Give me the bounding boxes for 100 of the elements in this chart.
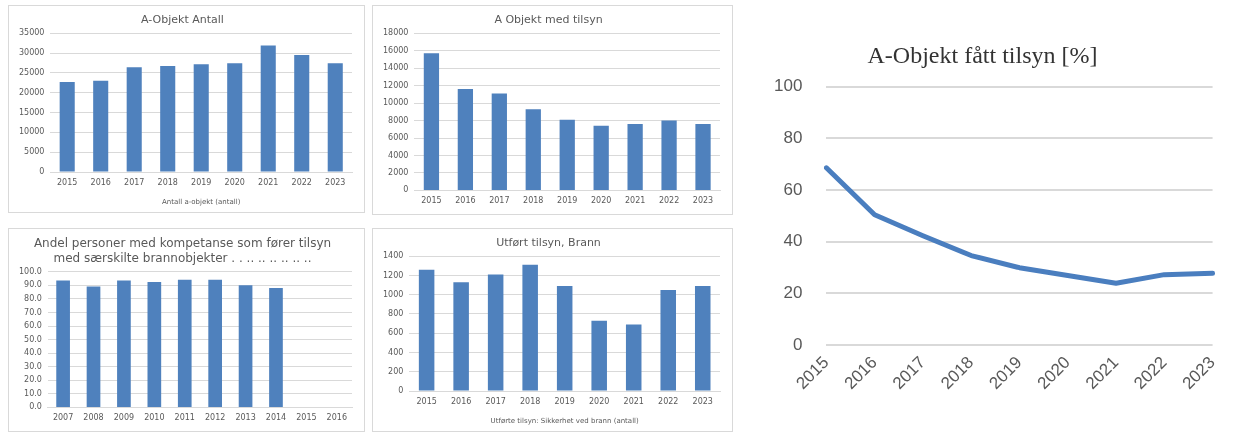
bar	[327, 63, 343, 172]
y-tick-label: 1200	[383, 270, 404, 280]
y-tick-label: 1000	[383, 289, 404, 299]
y-tick-label: 0	[792, 334, 803, 354]
x-tick-label: 2020	[589, 396, 610, 406]
chart-title: A-Objekt Antall	[141, 13, 224, 27]
x-tick-label: 2023	[325, 177, 346, 187]
y-tick-label: 6000	[388, 133, 409, 143]
y-tick-label: 40.0	[24, 348, 42, 358]
y-tick-label: 0	[403, 185, 409, 195]
bar	[418, 269, 435, 391]
chart-title: Utført tilsyn, Brann	[496, 236, 601, 250]
x-tick-label: 2021	[258, 177, 279, 187]
bar	[525, 109, 541, 190]
y-tick-label: 5000	[24, 147, 45, 157]
bar	[423, 53, 440, 190]
bar	[294, 55, 310, 172]
bar	[457, 89, 474, 190]
y-tick-label: 400	[388, 347, 404, 357]
y-tick-label: 14000	[383, 63, 409, 73]
x-tick-label: 2023	[692, 196, 714, 206]
bar	[487, 274, 504, 391]
chart-title: A-Objekt fått tilsyn [%]	[867, 41, 1098, 68]
x-tick-label: 2019	[554, 396, 575, 406]
chart-title: Andel personer med kompetanse som fører tilsyn med særskilte brannobjekter . . .. .. .. .. .. ..	[33, 236, 332, 265]
x-tick-label: 2015	[57, 177, 78, 187]
bar	[661, 120, 677, 190]
bar	[193, 64, 209, 172]
bar	[126, 67, 142, 172]
x-tick-label: 2017	[489, 196, 510, 206]
y-tick-label: 80	[783, 128, 803, 148]
y-tick-label: 8000	[388, 115, 409, 125]
y-tick-label: 100	[773, 76, 803, 96]
x-tick-label: 2018	[157, 177, 178, 187]
bar	[453, 282, 469, 391]
y-tick-label: 10000	[383, 98, 409, 108]
x-tick-label: 2014	[265, 413, 287, 423]
y-tick-label: 200	[388, 366, 404, 376]
x-tick-label: 2019	[191, 177, 212, 187]
y-tick-label: 70.0	[24, 307, 42, 317]
bar	[260, 45, 276, 172]
y-tick-label: 25000	[19, 67, 45, 77]
bar	[93, 80, 109, 172]
y-tick-label: 16000	[383, 45, 409, 55]
x-tick-label: 2016	[450, 396, 472, 406]
y-tick-label: 10000	[19, 127, 45, 137]
x-tick-label: 2013	[235, 413, 256, 423]
bar	[593, 125, 609, 190]
y-tick-label: 2000	[388, 168, 409, 178]
chart-title: A Objekt med tilsyn	[494, 13, 603, 27]
y-tick-label: 0.0	[29, 402, 42, 412]
y-tick-label: 15000	[19, 107, 45, 117]
x-tick-label: 2019	[557, 196, 578, 206]
y-tick-label: 18000	[383, 28, 409, 38]
x-tick-label: 2016	[90, 177, 111, 187]
y-tick-label: 600	[388, 328, 404, 338]
bar	[556, 286, 573, 391]
y-tick-label: 20000	[19, 87, 45, 97]
bar	[591, 320, 607, 391]
x-tick-label: 2017	[485, 396, 506, 406]
y-tick-label: 35000	[19, 28, 45, 38]
bar	[559, 119, 575, 190]
bar	[625, 324, 642, 391]
y-tick-label: 10.0	[24, 388, 42, 398]
y-tick-label: 12000	[383, 80, 409, 90]
x-tick-label: 2012	[204, 413, 226, 423]
y-tick-label: 60.0	[24, 321, 42, 331]
x-tick-label: 2010	[144, 413, 165, 423]
x-tick-label: 2015	[416, 396, 437, 406]
x-tick-label: 2022	[658, 196, 680, 206]
bar	[227, 63, 243, 172]
x-tick-label: 2020	[590, 196, 612, 206]
y-tick-label: 100.0	[19, 266, 42, 276]
y-tick-label: 800	[388, 309, 404, 319]
x-tick-label: 2022	[658, 396, 679, 406]
y-tick-label: 60	[783, 179, 803, 199]
bar	[695, 124, 711, 190]
y-tick-label: 20.0	[24, 375, 42, 385]
y-tick-label: 0	[398, 386, 404, 396]
x-tick-label: 2020	[224, 177, 245, 187]
y-tick-label: 20	[783, 282, 803, 302]
x-tick-label: 2011	[174, 413, 195, 423]
x-tick-label: 2009	[113, 413, 135, 423]
bar	[627, 124, 643, 190]
y-tick-label: 30.0	[24, 361, 42, 371]
y-tick-label: 80.0	[24, 294, 42, 303]
x-tick-label: 2018	[523, 196, 544, 206]
bar	[59, 81, 75, 172]
y-tick-label: 90.0	[24, 280, 42, 290]
y-tick-label: 40	[783, 231, 803, 251]
x-tick-label: 2016	[326, 413, 347, 423]
y-tick-label: 0	[39, 167, 45, 177]
x-tick-label: 2017	[124, 177, 145, 187]
x-tick-label: 2021	[624, 196, 646, 206]
y-tick-label: 30000	[19, 48, 45, 58]
y-tick-label: 4000	[388, 150, 409, 160]
bar	[491, 93, 507, 190]
x-tick-label: 2015	[421, 196, 442, 206]
bar	[660, 289, 676, 391]
bar	[694, 286, 711, 391]
